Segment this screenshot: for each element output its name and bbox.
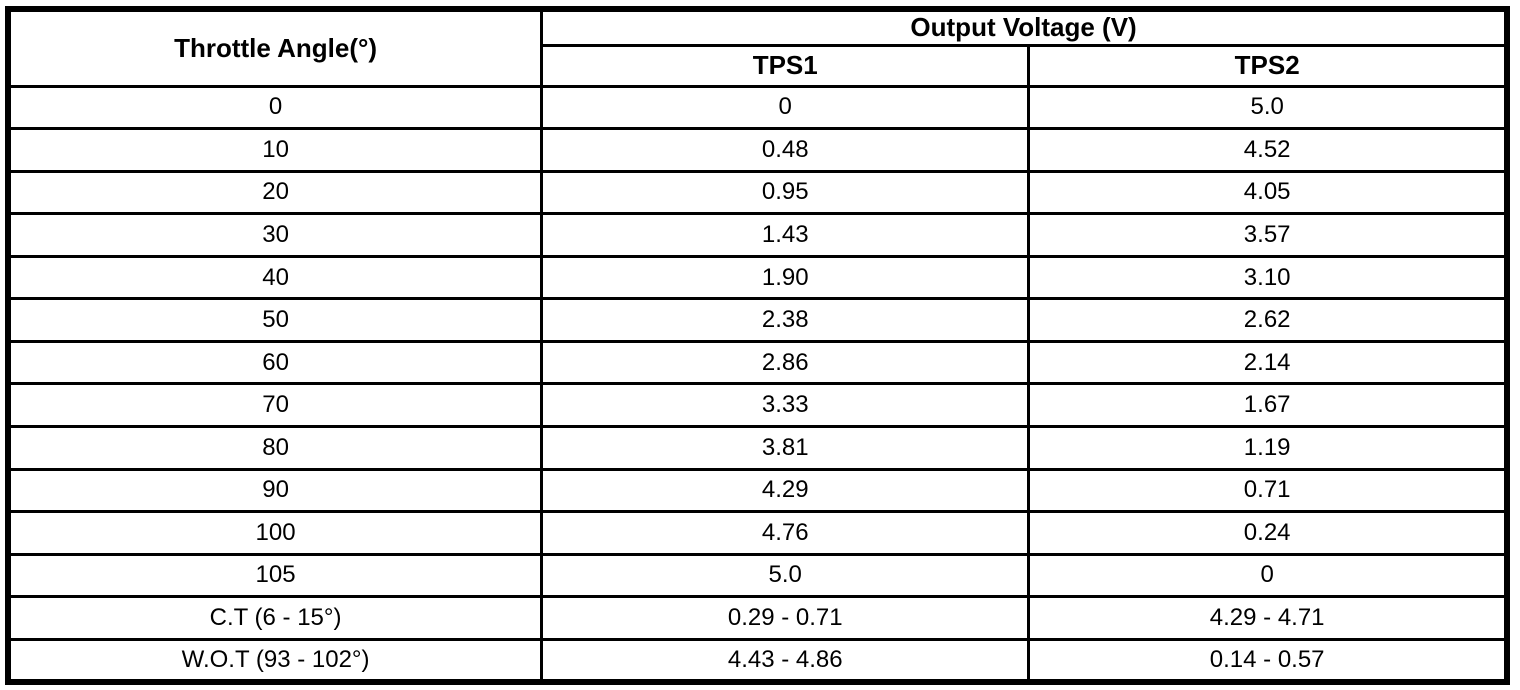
- tps2-cell: 4.52: [1027, 127, 1509, 173]
- table-row: 30 1.43 3.57: [6, 212, 1509, 258]
- table-row: 80 3.81 1.19: [6, 425, 1509, 471]
- angle-cell: 10: [6, 127, 544, 173]
- group-header-output-voltage: Output Voltage (V): [540, 7, 1509, 47]
- tps2-cell: 0.14 - 0.57: [1027, 637, 1509, 684]
- table-row: 90 4.29 0.71: [6, 467, 1509, 514]
- table-row: 100 4.76 0.24: [6, 510, 1509, 556]
- table-row: C.T (6 - 15°) 0.29 - 0.71 4.29 - 4.71: [6, 595, 1509, 641]
- tps1-cell: 4.76: [540, 510, 1031, 556]
- table-row: 10 0.48 4.52: [6, 127, 1509, 173]
- tps1-cell: 0: [540, 84, 1031, 131]
- tps1-cell: 0.48: [540, 127, 1031, 173]
- angle-cell: 60: [6, 339, 544, 386]
- table-row: 50 2.38 2.62: [6, 297, 1509, 343]
- table-row: 20 0.95 4.05: [6, 169, 1509, 216]
- tps2-cell: 2.62: [1027, 297, 1509, 343]
- angle-cell: 20: [6, 169, 544, 216]
- angle-cell: 80: [6, 425, 544, 471]
- tps2-cell: 0: [1027, 552, 1509, 599]
- tps2-cell: 4.05: [1027, 169, 1509, 216]
- angle-cell: 70: [6, 382, 544, 428]
- tps1-cell: 4.29: [540, 467, 1031, 514]
- tps1-cell: 2.86: [540, 339, 1031, 386]
- tps2-cell: 0.71: [1027, 467, 1509, 514]
- tps1-cell: 0.95: [540, 169, 1031, 216]
- tps2-cell: 2.14: [1027, 339, 1509, 386]
- table-row: 0 0 5.0: [6, 84, 1509, 131]
- tps2-cell: 3.10: [1027, 254, 1509, 301]
- tps2-cell: 4.29 - 4.71: [1027, 595, 1509, 641]
- spec-table: Throttle Angle(°) Output Voltage (V) TPS…: [5, 6, 1510, 685]
- tps1-cell: 1.43: [540, 212, 1031, 258]
- table-row: W.O.T (93 - 102°) 4.43 - 4.86 0.14 - 0.57: [6, 637, 1509, 684]
- tps2-cell: 5.0: [1027, 84, 1509, 131]
- tps1-cell: 2.38: [540, 297, 1031, 343]
- angle-cell: 50: [6, 297, 544, 343]
- header-row-group: Throttle Angle(°) Output Voltage (V): [6, 7, 1509, 88]
- angle-cell: 105: [6, 552, 544, 599]
- tps1-cell: 1.90: [540, 254, 1031, 301]
- tps1-cell: 5.0: [540, 552, 1031, 599]
- tps1-cell: 3.33: [540, 382, 1031, 428]
- table-row: 105 5.0 0: [6, 552, 1509, 599]
- tps2-cell: 3.57: [1027, 212, 1509, 258]
- tps2-cell: 1.19: [1027, 425, 1509, 471]
- table-header: Throttle Angle(°) Output Voltage (V) TPS…: [6, 7, 1509, 88]
- table-body: 0 0 5.0 10 0.48 4.52 20 0.95 4.05 30 1.43 3.57 40 1.9…: [6, 84, 1509, 684]
- angle-cell: 30: [6, 212, 544, 258]
- sub-header-tps1: TPS1: [540, 43, 1031, 88]
- angle-cell: C.T (6 - 15°): [6, 595, 544, 641]
- throttle-position-sensor-spec-table: Throttle Angle(°) Output Voltage (V) TPS…: [5, 6, 1510, 685]
- table-row: 70 3.33 1.67: [6, 382, 1509, 428]
- table-row: 60 2.86 2.14: [6, 339, 1509, 386]
- sub-header-tps2: TPS2: [1027, 43, 1509, 88]
- angle-cell: 0: [6, 84, 544, 131]
- header-row-sub: TPS1 TPS2: [8, 43, 1509, 88]
- tps1-cell: 3.81: [540, 425, 1031, 471]
- angle-cell: 90: [6, 467, 544, 514]
- angle-cell: W.O.T (93 - 102°): [6, 637, 544, 684]
- tps1-cell: 0.29 - 0.71: [540, 595, 1031, 641]
- tps2-cell: 0.24: [1027, 510, 1509, 556]
- angle-cell: 100: [6, 510, 544, 556]
- tps1-cell: 4.43 - 4.86: [540, 637, 1031, 684]
- tps2-cell: 1.67: [1027, 382, 1509, 428]
- col-header-throttle-angle: Throttle Angle(°): [6, 7, 544, 88]
- angle-cell: 40: [6, 254, 544, 301]
- table-row: 40 1.90 3.10: [6, 254, 1509, 301]
